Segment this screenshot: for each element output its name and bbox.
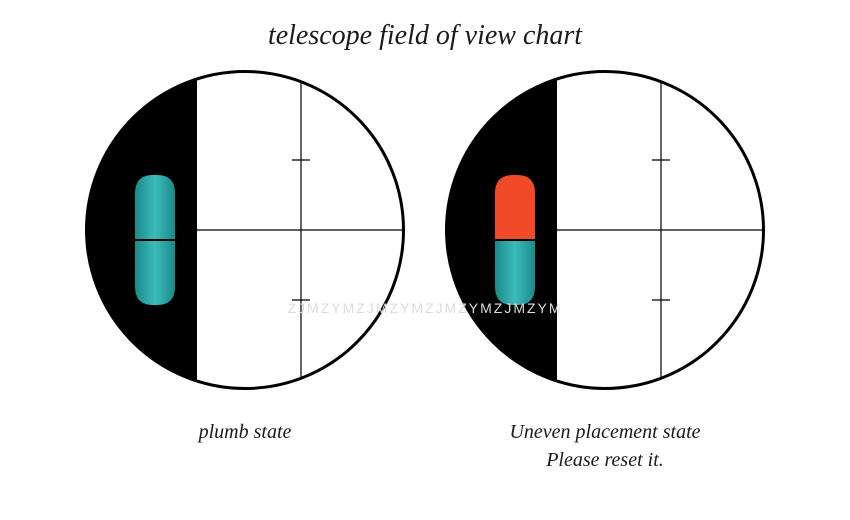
bubble-bottom-uneven	[495, 241, 535, 305]
bubble-bottom-plumb	[135, 241, 175, 305]
caption-plumb: plumb state	[199, 418, 292, 446]
scope-plumb	[85, 70, 405, 390]
scope-plumb-wrap: plumb state	[85, 70, 405, 474]
caption-uneven: Uneven placement state Please reset it.	[509, 418, 700, 474]
chart-title: telescope field of view chart	[0, 20, 850, 52]
bubble-top-uneven	[495, 175, 535, 239]
bubble-top-plumb	[135, 175, 175, 239]
scope-uneven	[445, 70, 765, 390]
scopes-row: plumb state	[0, 70, 850, 474]
scope-uneven-wrap: Uneven placement state Please reset it.	[445, 70, 765, 474]
